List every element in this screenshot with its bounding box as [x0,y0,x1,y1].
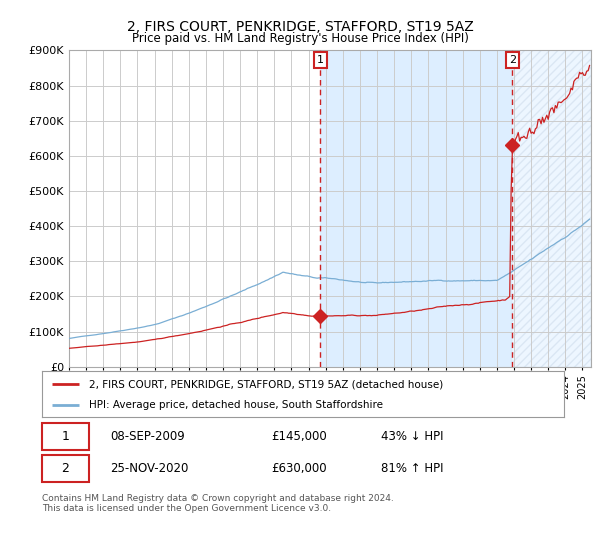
FancyBboxPatch shape [42,423,89,450]
Text: HPI: Average price, detached house, South Staffordshire: HPI: Average price, detached house, Sout… [89,400,383,410]
Text: 2, FIRS COURT, PENKRIDGE, STAFFORD, ST19 5AZ: 2, FIRS COURT, PENKRIDGE, STAFFORD, ST19… [127,20,473,34]
Text: 08-SEP-2009: 08-SEP-2009 [110,430,185,443]
Text: 2, FIRS COURT, PENKRIDGE, STAFFORD, ST19 5AZ (detached house): 2, FIRS COURT, PENKRIDGE, STAFFORD, ST19… [89,379,443,389]
Text: Contains HM Land Registry data © Crown copyright and database right 2024.
This d: Contains HM Land Registry data © Crown c… [42,494,394,514]
Text: 1: 1 [62,430,70,443]
Bar [512,50,591,367]
Text: 43% ↓ HPI: 43% ↓ HPI [382,430,444,443]
Text: 81% ↑ HPI: 81% ↑ HPI [382,462,444,475]
FancyBboxPatch shape [42,455,89,482]
Text: 2: 2 [509,55,516,65]
Text: 1: 1 [317,55,324,65]
Text: 2: 2 [62,462,70,475]
Text: £630,000: £630,000 [272,462,328,475]
Text: Price paid vs. HM Land Registry's House Price Index (HPI): Price paid vs. HM Land Registry's House … [131,32,469,45]
Bar [320,50,512,367]
Text: 25-NOV-2020: 25-NOV-2020 [110,462,188,475]
Text: £145,000: £145,000 [272,430,328,443]
